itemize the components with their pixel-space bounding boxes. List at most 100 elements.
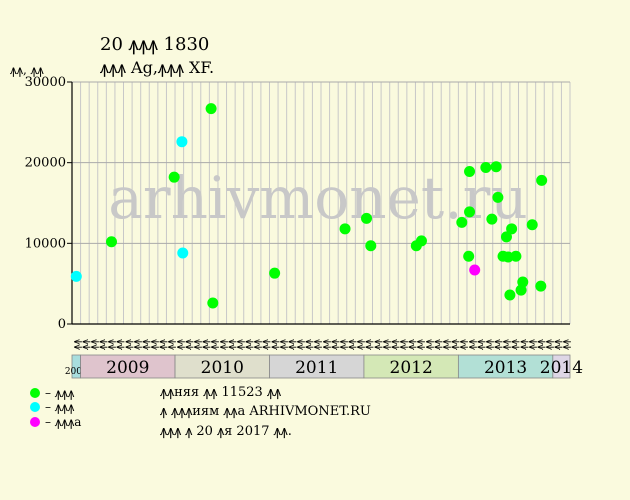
data-point [207, 297, 219, 309]
year-label: 2010 [201, 358, 244, 378]
data-point [365, 240, 377, 252]
x-tick-label: ꙟꙟ [131, 339, 142, 350]
year-band [552, 354, 571, 379]
x-tick-label: ꙟꙟ [535, 339, 546, 350]
x-tick-label: ꙟꙟ [372, 339, 383, 350]
data-point [105, 236, 117, 248]
x-tick-label: ꙟꙟ [380, 339, 391, 350]
footer-line-1: ꙟꙟняя ꙟꙟ 11523 ꙟꙟ [160, 385, 282, 400]
data-point [480, 162, 492, 174]
legend-marker-green [30, 388, 40, 398]
footer-line-2: ꙟ ꙟꙟꙟиям ꙟꙟa ARHIVMONET.RU [160, 404, 371, 419]
x-tick-label: ꙟꙟ [243, 339, 254, 350]
x-tick-label: ꙟꙟ [518, 339, 529, 350]
x-tick-label: ꙟꙟ [346, 339, 357, 350]
year-label: 2014 [540, 358, 583, 378]
x-tick-label: ꙟꙟ [466, 339, 477, 350]
data-point [510, 250, 522, 262]
x-tick-label: ꙟꙟ [286, 339, 297, 350]
x-tick-label: ꙟꙟ [295, 339, 306, 350]
data-point [492, 191, 504, 203]
chart-subtitle: ꙟꙟꙟ Ag,ꙟꙟꙟ XF. [100, 58, 214, 77]
data-point [361, 212, 373, 224]
data-point [205, 103, 217, 115]
data-point [486, 213, 498, 225]
x-tick-label: ꙟꙟ [492, 339, 503, 350]
year-label: 2012 [390, 358, 433, 378]
x-tick-label: ꙟꙟ [209, 339, 220, 350]
data-point [464, 206, 476, 218]
data-point [504, 289, 516, 301]
x-tick-label: ꙟꙟ [441, 339, 452, 350]
year-label: 2013 [484, 358, 527, 378]
x-tick-label: ꙟꙟ [312, 339, 323, 350]
y-axis-label: ꙟꙟ, ꙟꙟ [10, 63, 44, 77]
data-point [463, 250, 475, 262]
x-tick-label: ꙟꙟ [277, 339, 288, 350]
x-tick-label: ꙟꙟ [389, 339, 400, 350]
data-point [517, 276, 529, 288]
x-tick-label: ꙟꙟ [174, 339, 185, 350]
grid [71, 81, 571, 325]
data-point [535, 280, 547, 292]
x-tick-label: ꙟꙟ [260, 339, 271, 350]
data-point [526, 219, 538, 231]
data-point [506, 223, 518, 235]
legend-label-green: – ꙟꙟꙟ [45, 386, 75, 400]
data-point [500, 231, 512, 243]
x-tick-label: ꙟꙟ [149, 339, 160, 350]
data-point [177, 247, 189, 259]
x-tick-label: ꙟꙟ [363, 339, 374, 350]
x-tick-label: ꙟꙟ [509, 339, 520, 350]
data-point [464, 166, 476, 178]
legend-marker-magenta [30, 417, 40, 427]
x-tick-label: ꙟꙟ [329, 339, 340, 350]
x-tick-label: ꙟꙟ [114, 339, 125, 350]
x-tick-label: ꙟꙟ [483, 339, 494, 350]
year-label: 2009 [106, 358, 149, 378]
footer-notes: ꙟꙟняя ꙟꙟ 11523 ꙟꙟ ꙟ ꙟꙟꙟиям ꙟꙟa ARHIVMONE… [160, 385, 371, 439]
legend-marker-cyan [30, 402, 40, 412]
y-tick-label: 0 [58, 317, 66, 332]
x-tick-label: ꙟꙟ [140, 339, 151, 350]
chart-title: 20 ꙟꙟꙟ 1830 [100, 34, 209, 55]
x-tick-label: ꙟꙟ [166, 339, 177, 350]
x-tick-label: ꙟꙟ [234, 339, 245, 350]
x-tick-label: ꙟꙟ [80, 339, 91, 350]
x-tick-label: ꙟꙟ [303, 339, 314, 350]
x-tick-label: ꙟꙟ [449, 339, 460, 350]
x-tick-label: ꙟꙟ [71, 339, 82, 350]
x-tick-label: ꙟꙟ [106, 339, 117, 350]
axes: 0 10000 20000 30000 [25, 75, 570, 332]
legend-label-cyan: – ꙟꙟꙟ [45, 400, 75, 414]
x-tick-label: ꙟꙟ [561, 339, 572, 350]
data-point [70, 270, 82, 282]
data-point [415, 235, 427, 247]
footer-line-3: ꙟꙟꙟ ꙟ 20 ꙟя 2017 ꙟꙟ. [160, 424, 292, 439]
x-tick-label: ꙟꙟ [398, 339, 409, 350]
x-tick-label: ꙟꙟ [88, 339, 99, 350]
data-point [469, 264, 481, 276]
x-tick-label: ꙟꙟ [157, 339, 168, 350]
year-bands: 2008 2009 2010 2011 2012 2013 2014 [65, 354, 583, 379]
x-tick-label: ꙟꙟ [123, 339, 134, 350]
x-tick-label: ꙟꙟ [217, 339, 228, 350]
data-points [70, 103, 548, 309]
x-tick-label: ꙟꙟ [415, 339, 426, 350]
y-tick-label: 10000 [25, 236, 66, 251]
x-tick-label: ꙟꙟ [475, 339, 486, 350]
x-tick-label: ꙟꙟ [501, 339, 512, 350]
x-tick-label: ꙟꙟ [192, 339, 203, 350]
x-tick-label: ꙟꙟ [432, 339, 443, 350]
x-tick-label: ꙟꙟ [355, 339, 366, 350]
y-tick-label: 30000 [25, 75, 66, 90]
legend-label-magenta: – ꙟꙟꙟa [45, 415, 81, 429]
x-tick-label: ꙟꙟ [183, 339, 194, 350]
x-tick-label: ꙟꙟ [526, 339, 537, 350]
year-label: 2011 [295, 358, 338, 378]
x-ticks: ꙟꙟꙟꙟꙟꙟꙟꙟꙟꙟꙟꙟꙟꙟꙟꙟꙟꙟꙟꙟꙟꙟꙟꙟꙟꙟꙟꙟꙟꙟꙟꙟꙟꙟꙟꙟꙟꙟꙟꙟ… [71, 339, 571, 350]
data-point [536, 174, 548, 186]
legend: – ꙟꙟꙟ – ꙟꙟꙟ – ꙟꙟꙟa [30, 386, 81, 429]
y-tick-label: 20000 [25, 156, 66, 171]
